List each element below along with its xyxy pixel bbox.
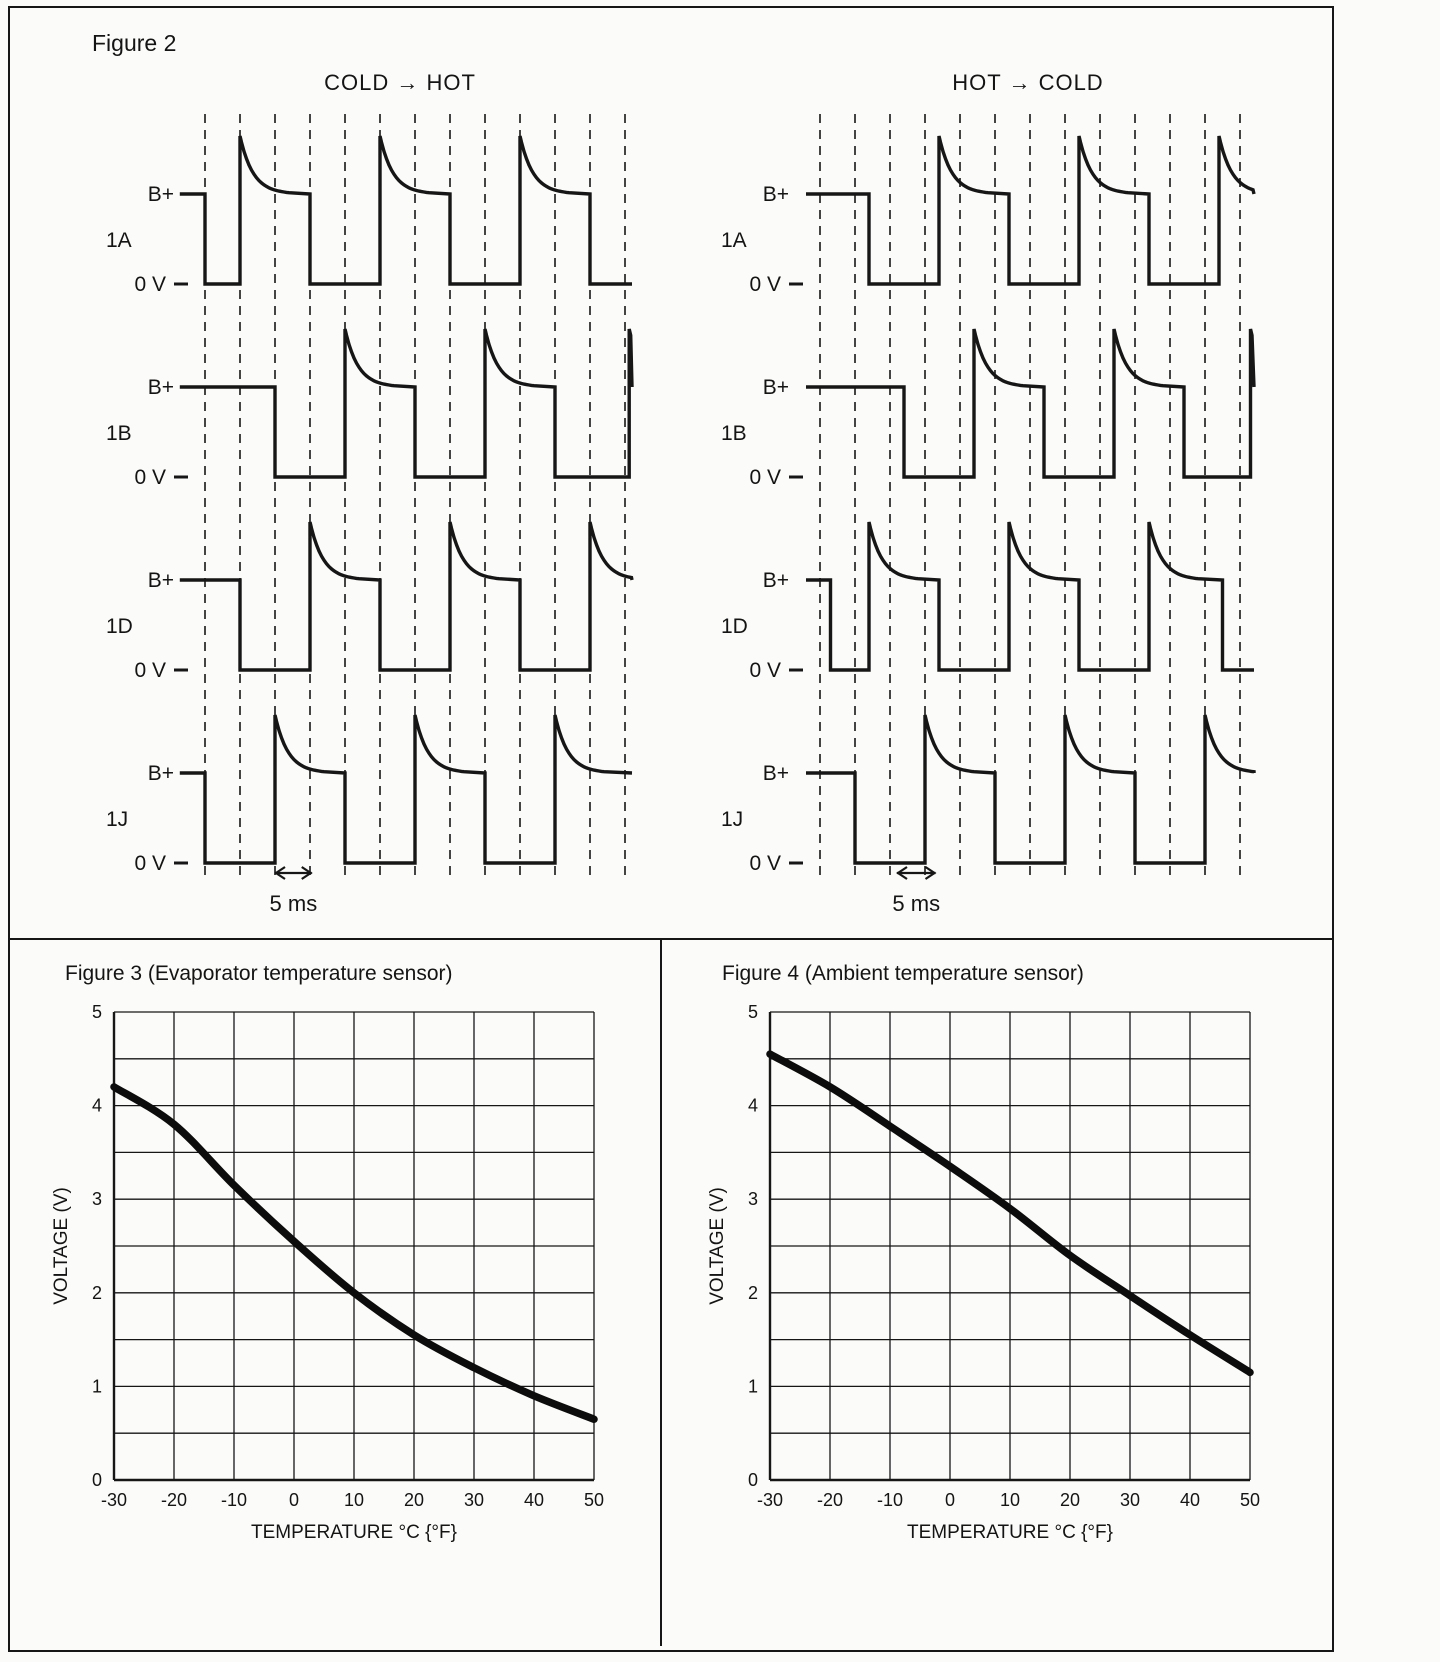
level-label-0v-1D: 0 V [134,659,166,682]
waveform-trace-1B [806,328,1256,479]
time-scale-label: 5 ms [892,891,940,916]
x-tick-label: 20 [1060,1490,1080,1510]
y-tick-label: 1 [92,1376,102,1396]
figure3-evaporator-sensor-chart: 0 1 2 3 4 5 -30 -20 -10 0 10 20 30 40 50 VOLTAGE (V) TEM… [51,1002,604,1543]
x-tick-label: -30 [101,1490,127,1510]
x-tick-label: 40 [524,1490,544,1510]
figure4-section: Figure 4 (Ambient temperature sensor) 0 1… [662,940,1332,1646]
level-label-0v-1J: 0 V [134,852,166,875]
y-tick-label: 5 [748,1002,758,1022]
x-tick-label: 50 [1240,1490,1260,1510]
y-tick-label: 0 [748,1470,758,1490]
charts-row: Figure 3 (Evaporator temperature sensor)… [10,940,1332,1646]
figure2-section: Figure 2 COLD → HOT HOT → COLD B+ 1A 0 V B+… [10,8,1332,940]
level-label-bplus-1A: B+ [148,183,174,206]
y-axis-title: VOLTAGE (V) [51,1187,72,1305]
trace-label-1B: 1B [106,422,132,445]
waveform-trace-1A [179,135,632,286]
figure4-title: Figure 4 (Ambient temperature sensor) [722,962,1084,985]
level-label-0v-1B: 0 V [134,466,166,489]
x-tick-label: -20 [817,1490,843,1510]
trace-label-1D: 1D [106,615,133,638]
x-tick-label: 0 [945,1490,955,1510]
figure3-title: Figure 3 (Evaporator temperature sensor) [65,962,453,985]
x-tick-label: 40 [1180,1490,1200,1510]
time-scale-label: 5 ms [270,891,318,916]
y-tick-label: 4 [92,1096,102,1116]
level-label-bplus-1D: B+ [148,569,174,592]
x-tick-label: -10 [877,1490,903,1510]
curve-evaporator-temperature-sensor [110,1083,598,1423]
x-tick-label: 30 [464,1490,484,1510]
trace-label-1A: 1A [721,229,747,252]
waveform-trace-1J [179,714,633,865]
time-scale-arrowheads [274,866,313,880]
waveform-trace-1J [806,714,1256,865]
level-label-0v-1B: 0 V [749,466,781,489]
level-label-0v-1A: 0 V [134,273,166,296]
level-label-bplus-1D: B+ [763,569,789,592]
y-tick-label: 2 [92,1283,102,1303]
level-label-0v-1A: 0 V [749,273,781,296]
level-label-bplus-1J: B+ [763,762,789,785]
level-label-0v-1D: 0 V [749,659,781,682]
x-tick-label: 10 [1000,1490,1020,1510]
figure3-section: Figure 3 (Evaporator temperature sensor)… [10,940,662,1646]
x-tick-label: 30 [1120,1490,1140,1510]
waveform-trace-1A [806,135,1256,286]
waveform-panel-cold-to-hot: B+1A0 VB+1B0 VB+1D0 VB+1J0 V5 ms [106,114,634,916]
y-tick-label: 0 [92,1470,102,1490]
x-tick-label: 0 [289,1490,299,1510]
x-axis-title: TEMPERATURE °C {°F} [251,1522,457,1543]
level-label-0v-1J: 0 V [749,852,781,875]
column-header-cold-to-hot: COLD → HOT [324,70,476,95]
page-frame: Figure 2 COLD → HOT HOT → COLD B+ 1A 0 V B+… [8,6,1334,1652]
time-scale-arrowheads [896,866,937,880]
x-tick-label: 10 [344,1490,364,1510]
y-tick-label: 3 [748,1189,758,1209]
y-axis-title: VOLTAGE (V) [707,1187,728,1305]
waveform-panel-hot-to-cold: B+1A0 VB+1B0 VB+1D0 VB+1J0 V5 ms [721,114,1256,916]
column-header-hot-to-cold: HOT → COLD [952,70,1104,95]
x-tick-label: -30 [757,1490,783,1510]
x-axis-title: TEMPERATURE °C {°F} [907,1522,1113,1543]
waveform-trace-1B [179,328,634,479]
x-tick-label: -20 [161,1490,187,1510]
trace-label-1J: 1J [106,808,128,831]
trace-label-1B: 1B [721,422,747,445]
y-tick-label: 4 [748,1096,758,1116]
y-tick-label: 2 [748,1283,758,1303]
x-tick-label: -10 [221,1490,247,1510]
y-tick-label: 1 [748,1376,758,1396]
waveform-trace-1D [179,521,634,672]
level-label-bplus-1A: B+ [763,183,789,206]
figure4-ambient-sensor-chart: 0 1 2 3 4 5 -30 -20 -10 0 10 20 30 40 50 VOLTAGE (V) TEM… [707,1002,1260,1543]
level-label-bplus-1B: B+ [763,376,789,399]
y-tick-label: 5 [92,1002,102,1022]
y-tick-label: 3 [92,1189,102,1209]
x-tick-label: 50 [584,1490,604,1510]
waveform-trace-1D [806,521,1254,672]
trace-label-1J: 1J [721,808,743,831]
level-label-bplus-1B: B+ [148,376,174,399]
figure2-title: Figure 2 [92,30,177,56]
curve-ambient-temperature-sensor [766,1050,1254,1377]
x-tick-label: 20 [404,1490,424,1510]
level-label-bplus-1J: B+ [148,762,174,785]
trace-label-1D: 1D [721,615,748,638]
trace-label-1A: 1A [106,229,132,252]
